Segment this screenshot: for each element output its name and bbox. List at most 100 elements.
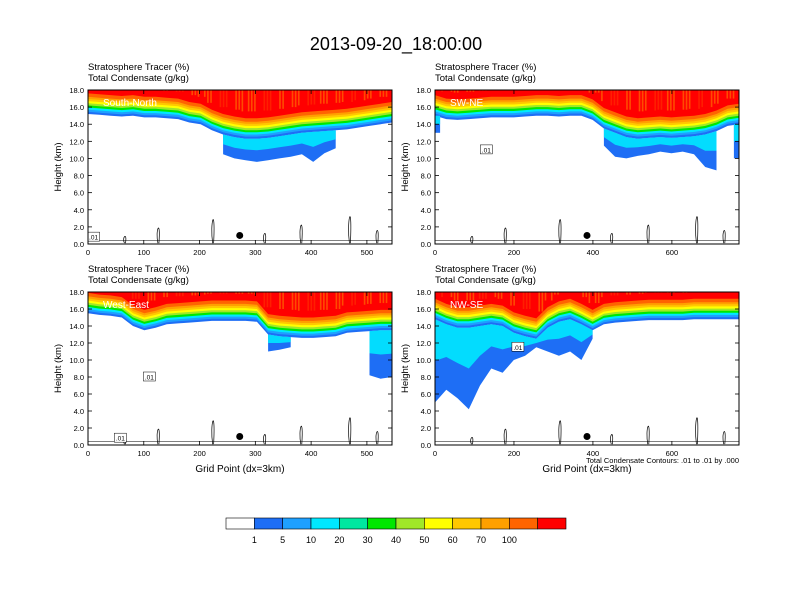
condensate-contour [348,216,352,244]
y-tick-label: 0.0 [421,240,431,249]
tracer-streak [351,90,353,102]
tracer-streak [323,292,325,310]
condensate-contour [695,216,699,244]
tracer-streak [254,90,256,112]
panel-name: NW-SE [450,300,483,311]
tracer-streak [385,90,388,97]
y-tick-label: 18.0 [69,86,84,95]
tracer-streak [513,292,515,306]
tracer-streak [638,90,641,112]
tracer-streaks [131,292,388,311]
y-tick-label: 12.0 [416,339,431,348]
y-tick-label: 18.0 [416,86,431,95]
tracer-streak [241,90,244,112]
tracer-streak [472,292,475,301]
tracer-streak [685,90,688,110]
colorbar-tick-label: 40 [391,535,401,545]
x-tick-label: 600 [666,449,679,458]
tracer-streak [294,90,297,108]
y-tick-label: 18.0 [416,288,431,297]
tracer-streak [153,292,156,301]
tracer-streak [588,90,591,93]
tracer-streak [469,90,472,92]
x-tick-label: 400 [305,449,318,458]
tracer-band-9 [88,292,392,318]
panel-label-tracer: Stratosphere Tracer (%) [435,264,536,275]
tracer-streak [522,292,525,309]
y-axis-label: Height (km) [53,344,64,393]
x-tick-label: 200 [508,449,521,458]
tracer-streak [338,90,341,103]
condensate-contours [435,417,739,445]
colorbar-box [424,517,453,530]
condensate-contour [503,428,507,445]
tracer-streak [191,90,194,96]
condensate-core [603,128,717,151]
tracer-streak [225,90,228,108]
tracer-streak [616,90,619,106]
tracer-streak [319,90,322,104]
tracer-streak [266,292,269,308]
tracer-streak [626,292,628,295]
x-tick-label: 0 [86,449,90,458]
panel-label-condensate: Total Condensate (g/kg) [435,275,536,286]
tracer-streak [194,292,197,296]
y-tick-label: 16.0 [416,103,431,112]
y-tick-label: 16.0 [416,305,431,314]
panel-label-condensate: Total Condensate (g/kg) [435,73,536,84]
condensate-contours [88,417,392,445]
y-tick-label: 10.0 [69,356,84,365]
y-tick-label: 4.0 [421,407,431,416]
tracer-streak [382,292,385,304]
condensate-contour [299,224,303,244]
contour-label: .01 [145,375,154,382]
x-tick-label: 200 [193,449,206,458]
tracer-streak [335,292,338,309]
y-tick-label: 0.0 [74,240,84,249]
colorbar-tick-label: 10 [306,535,316,545]
colorbar-box [282,517,312,530]
tracer-streak [279,90,281,109]
tracer-streak [379,90,382,97]
condensate-core [223,130,336,151]
tracer-streaks [441,90,735,112]
tracer-streak [197,90,200,97]
x-tick-label: 400 [587,449,600,458]
tracer-streak [626,90,628,110]
tracer-streak [585,292,588,298]
condensate-contour [263,434,267,445]
x-tick-label: 100 [138,449,151,458]
tracer-streak [673,90,675,111]
x-tick-label: 0 [433,248,437,257]
y-tick-label: 8.0 [74,172,84,181]
colorbar-tick-label: 100 [502,535,517,545]
y-tick-label: 18.0 [69,288,84,297]
tracer-streak [313,292,316,311]
contour-footnote: Total Condensate Contours: .01 to .01 by… [586,456,739,465]
tracer-streak [726,90,729,99]
tracer-streak [616,292,619,296]
colorbar-tick-label: 60 [448,535,458,545]
contour-label-box [143,371,156,382]
tracer-streak [354,90,356,101]
x-tick-label: 200 [193,248,206,257]
tracer-streak [544,292,547,301]
tracer-streak [456,292,459,301]
tracer-streak [291,90,294,108]
contour-label: .01 [513,345,522,352]
condensate-contours [435,216,739,244]
contour-label-box [480,144,493,155]
y-tick-label: 16.0 [69,103,84,112]
tracer-streak [472,90,475,92]
condensate-contour [695,417,699,445]
tracer-streak [235,292,237,294]
tracer-streak [297,292,300,311]
tracer-streak [269,292,272,308]
y-tick-label: 6.0 [421,189,431,198]
plot-area: .01 [435,90,739,244]
panel-name: South-North [103,98,157,109]
tracer-streak [326,90,328,104]
y-tick-label: 6.0 [74,189,84,198]
tracer-streak [644,90,647,111]
tracer-streak [657,90,660,110]
